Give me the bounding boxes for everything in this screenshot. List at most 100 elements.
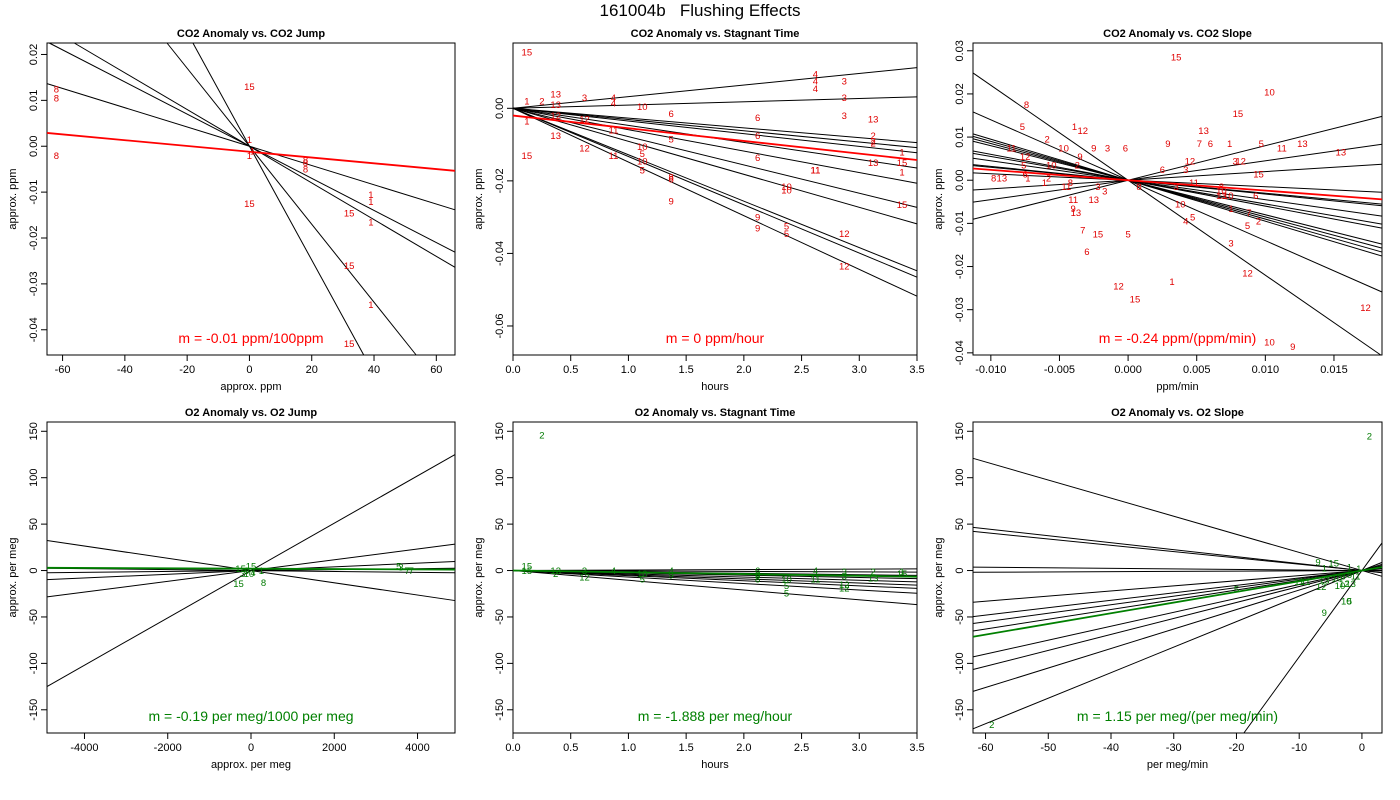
data-point-label: 5: [1347, 597, 1352, 608]
y-tick-label: 0.01: [954, 126, 966, 147]
data-point-label: 10: [1332, 573, 1343, 584]
y-axis-label: approx. ppm: [7, 168, 19, 229]
data-point-label: 9: [668, 571, 673, 582]
data-point-label: 3: [842, 77, 847, 88]
data-point-label: 2: [1044, 135, 1049, 146]
y-tick-label: -0.03: [28, 271, 40, 296]
data-point-label: 15: [344, 208, 355, 219]
data-point-label: 15: [235, 564, 246, 575]
data-point-label: 9: [1290, 342, 1295, 353]
data-point-label: 2: [870, 136, 875, 147]
x-tick-label: 2.0: [736, 364, 751, 376]
data-point-label: 12: [1078, 126, 1089, 137]
regression-line: [512, 568, 918, 572]
x-axis-label: approx. ppm: [220, 381, 281, 393]
chart-title: CO2 Anomaly vs. Stagnant Time: [631, 28, 800, 40]
x-axis-label: hours: [701, 759, 729, 771]
data-point-label: 7: [404, 566, 409, 577]
x-tick-label: 2.0: [736, 742, 751, 754]
x-tick-label: -40: [117, 364, 133, 376]
regression-line: [512, 570, 918, 586]
data-point-label: 10: [637, 102, 648, 113]
data-point-label: 5: [668, 135, 673, 146]
regression-line: [512, 570, 918, 606]
data-point-label: 8: [991, 174, 996, 185]
data-point-label: 6: [1253, 191, 1258, 202]
regression-line: [972, 111, 1383, 293]
x-tick-label: 0.000: [1114, 364, 1142, 376]
regression-line: [512, 107, 918, 184]
regression-line: [972, 457, 1383, 577]
data-point-label: 2: [1256, 217, 1261, 228]
y-tick-label: 100: [28, 469, 40, 487]
regression-line: [46, 567, 456, 574]
x-tick-label: 0.5: [563, 742, 578, 754]
data-point-label: 8: [303, 158, 308, 169]
slope-annotation: m = -0.24 ppm/(ppm/min): [1099, 330, 1257, 346]
data-point-label: 15: [522, 151, 533, 162]
x-tick-label: -60: [55, 364, 71, 376]
fit-line: [46, 566, 456, 571]
data-point-label: 4: [813, 77, 818, 88]
data-point-label: 8: [54, 151, 59, 162]
data-point-label: 8: [668, 175, 673, 186]
data-point-label: 12: [1020, 152, 1031, 163]
data-point-label: 2: [870, 131, 875, 142]
y-tick-label: -100: [28, 652, 40, 674]
data-point-label: 7: [1197, 139, 1202, 150]
x-tick-label: 0: [246, 364, 252, 376]
data-point-label: 6: [1123, 143, 1128, 154]
data-point-label: 5: [784, 588, 789, 599]
panel-co2-anomaly-vs-stagnant-time: CO2 Anomaly vs. Stagnant Time 0.0 0.5 1.0 1.…: [473, 28, 925, 393]
data-point-label: 12: [839, 580, 850, 591]
y-tick-label: 0.01: [28, 90, 40, 111]
data-point-label: 8: [1024, 100, 1029, 111]
data-point-label: 11: [1301, 577, 1311, 588]
data-point-label: 3: [1102, 187, 1107, 198]
y-tick-label: 50: [28, 518, 40, 530]
regression-line: [972, 163, 1383, 191]
data-point-label: 1: [524, 117, 529, 128]
regression-line: [972, 164, 1383, 207]
data-point-label: 10: [1341, 597, 1352, 608]
regression-line: [512, 107, 918, 272]
data-point-label: 15: [897, 569, 908, 580]
data-point-label: 12: [839, 584, 850, 595]
y-tick-label: 150: [494, 422, 506, 440]
data-point-label: 1: [368, 190, 373, 201]
x-tick-label: 0.010: [1252, 364, 1280, 376]
data-point-label: 12: [1242, 269, 1253, 280]
data-point-label: 2: [870, 567, 875, 578]
y-tick-label: 0.03: [954, 40, 966, 61]
data-point-label: 8: [668, 173, 673, 184]
data-point-label: 12: [1113, 281, 1124, 292]
data-point-label: 5: [1020, 122, 1025, 133]
data-point-label: 13: [868, 115, 879, 126]
data-point-label: 10: [1216, 187, 1227, 198]
data-point-label: 2: [870, 138, 875, 149]
y-axis-label: approx. ppm: [473, 168, 485, 229]
data-point-label: 12: [839, 229, 850, 240]
regression-line: [512, 107, 918, 297]
data-point-label: 4: [668, 566, 673, 577]
data-point-label: 2: [539, 430, 544, 441]
data-point-label: 1: [899, 167, 904, 178]
regression-line: [972, 115, 1383, 220]
data-point-label: 3: [842, 572, 847, 583]
data-point-label: 8: [303, 165, 308, 176]
data-point-label: 9: [1071, 204, 1076, 215]
x-tick-label: 0: [248, 742, 254, 754]
data-point-label: 10: [1335, 581, 1346, 592]
regression-line: [512, 96, 918, 109]
y-tick-label: -150: [494, 699, 506, 721]
data-point-label: 2: [539, 97, 544, 108]
data-point-label: 11: [1294, 577, 1304, 588]
data-point-label: 1: [899, 147, 904, 158]
data-point-label: 11: [1351, 572, 1361, 583]
y-tick-label: -0.04: [954, 340, 966, 365]
data-point-label: 3: [1173, 182, 1178, 193]
data-point-label: 10: [1264, 338, 1275, 349]
x-tick-label: 3.0: [852, 742, 867, 754]
data-point-label: 6: [1208, 139, 1213, 150]
